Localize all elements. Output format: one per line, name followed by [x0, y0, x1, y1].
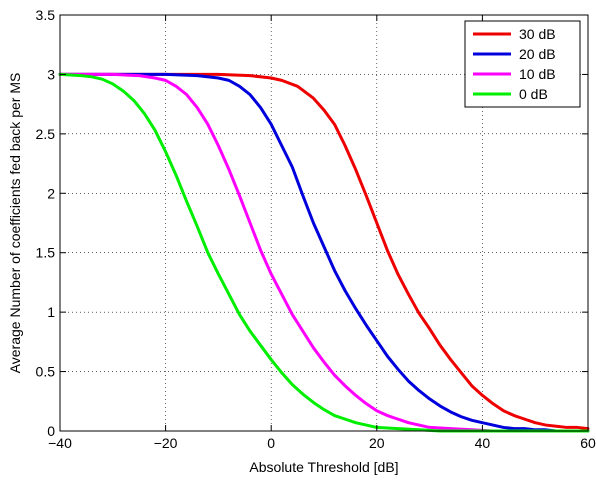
y-tick-label: 0	[47, 423, 55, 439]
series-line-2	[58, 72, 590, 433]
plot-frame	[59, 14, 589, 432]
x-tick-label: −40	[48, 435, 72, 451]
legend-label: 20 dB	[519, 46, 556, 62]
y-tick-label: 1.5	[36, 245, 56, 261]
y-tick-label: 3.5	[36, 7, 56, 23]
x-axis-label: Absolute Threshold [dB]	[249, 459, 398, 475]
x-tick-label: 0	[267, 435, 275, 451]
x-tick-label: 60	[580, 435, 596, 451]
y-tick-label: 2.5	[36, 126, 56, 142]
legend-label: 10 dB	[519, 66, 556, 82]
y-tick-label: 1	[47, 304, 55, 320]
x-tick-label: −20	[154, 435, 178, 451]
y-axis-label: Average Number of coefficients fed back …	[7, 73, 23, 374]
legend: 30 dB 20 dB 10 dB 0 dB	[464, 20, 581, 108]
y-tick-label: 0.5	[36, 364, 56, 380]
series-lines	[58, 72, 590, 433]
legend-label: 30 dB	[519, 26, 556, 42]
x-tick-label: 20	[369, 435, 385, 451]
legend-label: 0 dB	[519, 86, 548, 102]
y-tick-label: 2	[47, 185, 55, 201]
series-line-1	[58, 72, 590, 433]
series-line-3	[58, 72, 590, 433]
y-tick-label: 3	[47, 66, 55, 82]
axis-ticks: −40 −20 0 20 40 60 0 0.5 1 1.5 2 2.5 3 3.5	[36, 7, 596, 451]
series-line-0	[58, 72, 590, 431]
x-tick-label: 40	[475, 435, 491, 451]
